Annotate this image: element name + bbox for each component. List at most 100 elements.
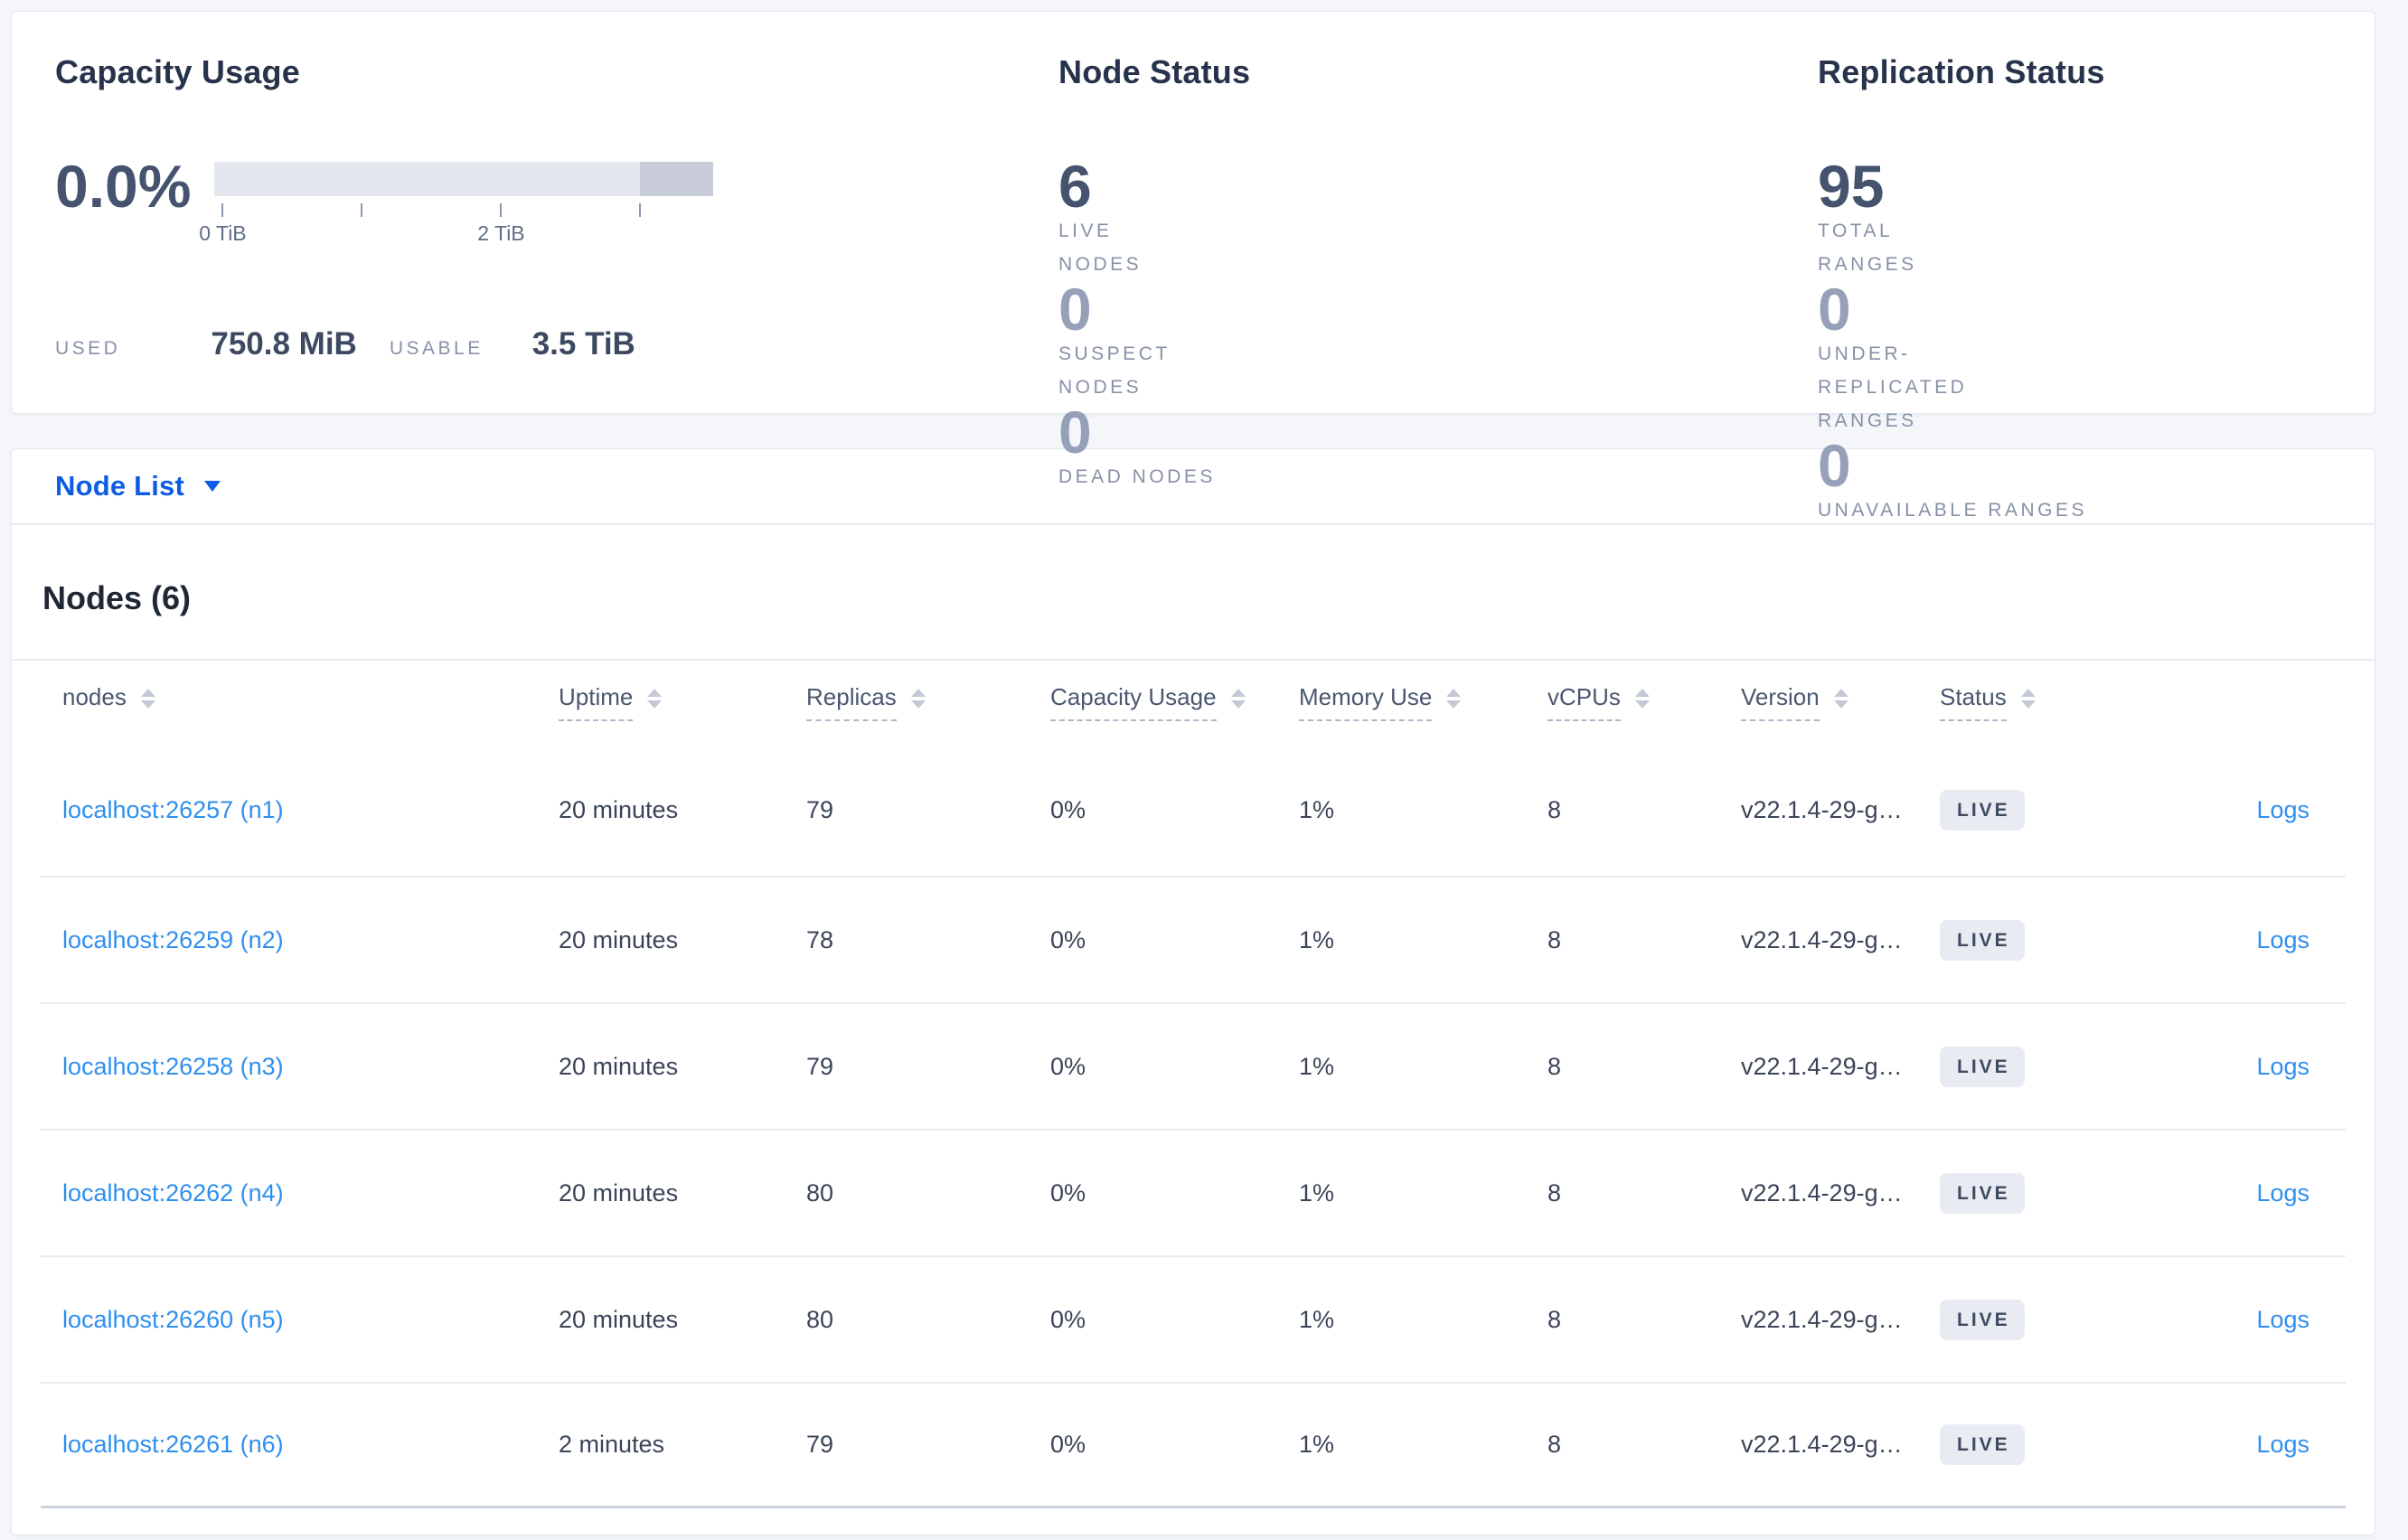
node-list-panel: Node List Nodes (6) nodes Uptime Replica… [11,448,2375,1535]
live-nodes-stat: 6 LIVE NODES [1058,153,1194,281]
status-badge: LIVE [1940,1046,2025,1087]
status-badge: LIVE [1940,1299,2025,1340]
status-badge: LIVE [1940,1172,2025,1214]
capacity-usage-cell: 0% [1050,1052,1086,1080]
status-cell: LIVE [1940,1046,2139,1087]
capacity-usage-title: Capacity Usage [55,53,300,90]
column-header-status[interactable]: Status [1940,683,2139,721]
used-value: 750.8 MiB [211,326,357,362]
column-header-uptime[interactable]: Uptime [559,683,806,721]
node-address-link[interactable]: localhost:26258 (n3) [62,1052,284,1080]
replication-status-title: Replication Status [1818,53,2105,90]
column-header-capacity-usage[interactable]: Capacity Usage [1050,683,1299,721]
status-badge: LIVE [1940,1424,2025,1465]
status-badge: LIVE [1940,919,2025,961]
uptime-cell: 20 minutes [559,795,679,823]
total-ranges-stat: 95 TOTAL RANGES [1818,153,1997,281]
memory-use-cell: 1% [1299,795,1335,823]
logs-link[interactable]: Logs [2256,1431,2309,1458]
version-cell: v22.1.4-29-g… [1741,1178,1903,1207]
status-cell: LIVE [1940,919,2139,961]
column-header-vcpus[interactable]: vCPUs [1547,683,1741,721]
column-header-memory-use[interactable]: Memory Use [1299,683,1547,721]
suspect-nodes-label: SUSPECT NODES [1058,343,1171,398]
logs-cell: Logs [2139,1053,2309,1081]
node-address-cell: localhost:26259 (n2) [62,926,559,954]
unavailable-ranges-label: UNAVAILABLE RANGES [1818,500,2087,521]
replicas-cell: 79 [806,1431,834,1458]
replicas-cell: 80 [806,1305,834,1333]
logs-link[interactable]: Logs [2256,925,2309,953]
node-address-link[interactable]: localhost:26262 (n4) [62,1178,284,1207]
capacity-gauge-bar [214,162,714,196]
logs-cell: Logs [2139,926,2309,954]
memory-use-cell: 1% [1299,1052,1335,1080]
dead-nodes-stat: 0 DEAD NODES [1058,399,1818,493]
status-cell: LIVE [1940,789,2139,831]
unavailable-ranges-value: 0 [1818,432,1851,499]
version-cell: v22.1.4-29-g… [1741,1431,1903,1458]
node-address-cell: localhost:26257 (n1) [62,796,559,824]
capacity-usage-cell: 0% [1050,1431,1086,1458]
capacity-usage-cell: 0% [1050,1305,1086,1333]
used-label: USED [55,338,121,359]
column-header-version[interactable]: Version [1741,683,1940,721]
uptime-cell: 20 minutes [559,1178,679,1207]
nodes-table-header-row: nodes Uptime Replicas Capacity Usage Mem… [41,661,2346,744]
version-cell: v22.1.4-29-g… [1741,925,1903,953]
node-address-link[interactable]: localhost:26261 (n6) [62,1431,284,1458]
table-row: localhost:26257 (n1) 20 minutes 79 0% 1%… [41,744,2346,876]
version-cell: v22.1.4-29-g… [1741,795,1903,823]
logs-link[interactable]: Logs [2256,1305,2309,1333]
status-cell: LIVE [1940,1299,2139,1340]
live-nodes-label: LIVE NODES [1058,221,1143,275]
node-address-cell: localhost:26258 (n3) [62,1053,559,1081]
version-cell: v22.1.4-29-g… [1741,1305,1903,1333]
logs-cell: Logs [2139,796,2309,824]
nodes-table-heading: Nodes (6) [12,525,2375,661]
unavailable-ranges-stat: 0 UNAVAILABLE RANGES [1818,432,2324,527]
uptime-cell: 20 minutes [559,1052,679,1080]
vcpus-cell: 8 [1547,1052,1562,1080]
table-row: localhost:26259 (n2) 20 minutes 78 0% 1%… [41,876,2346,1002]
sort-icon [1446,689,1462,709]
replication-status-section: Replication Status 95 TOTAL RANGES 0 UND… [1818,53,2324,521]
logs-link[interactable]: Logs [2256,1052,2309,1080]
node-address-link[interactable]: localhost:26257 (n1) [62,795,284,823]
version-cell: v22.1.4-29-g… [1741,1052,1903,1080]
node-list-dropdown[interactable]: Node List [55,470,221,502]
sort-icon [647,689,663,709]
sort-icon [1230,689,1246,709]
table-row: localhost:26258 (n3) 20 minutes 79 0% 1%… [41,1002,2346,1129]
gauge-tick-label-0: 0 TiB [199,221,247,245]
sort-icon [2020,689,2036,709]
vcpus-cell: 8 [1547,925,1562,953]
replicas-cell: 79 [806,795,834,823]
logs-cell: Logs [2139,1431,2309,1459]
sort-icon [1833,689,1848,709]
dead-nodes-label: DEAD NODES [1058,466,1216,487]
capacity-usage-cell: 0% [1050,1178,1086,1207]
live-nodes-value: 6 [1058,153,1092,220]
vcpus-cell: 8 [1547,795,1562,823]
node-status-title: Node Status [1058,53,1251,90]
logs-link[interactable]: Logs [2256,795,2309,823]
column-header-replicas[interactable]: Replicas [806,683,1050,721]
sort-icon [140,689,155,709]
nodes-table-body: localhost:26257 (n1) 20 minutes 79 0% 1%… [41,744,2346,1508]
column-header-nodes[interactable]: nodes [62,683,559,721]
under-replicated-ranges-stat: 0 UNDER-REPLICATED RANGES [1818,279,1998,437]
memory-use-cell: 1% [1299,1431,1335,1458]
capacity-usage-cell: 0% [1050,795,1086,823]
node-list-selector-bar: Node List [12,449,2375,525]
logs-link[interactable]: Logs [2256,1178,2309,1207]
replicas-cell: 79 [806,1052,834,1080]
dead-nodes-value: 0 [1058,399,1092,465]
nodes-count-title: Nodes (6) [42,579,192,616]
usable-label: USABLE [389,338,484,359]
total-ranges-value: 95 [1818,153,1885,220]
table-row: localhost:26261 (n6) 2 minutes 79 0% 1% … [41,1382,2346,1508]
node-address-link[interactable]: localhost:26260 (n5) [62,1305,284,1333]
capacity-gauge-ticks [214,203,713,218]
node-address-link[interactable]: localhost:26259 (n2) [62,925,284,953]
